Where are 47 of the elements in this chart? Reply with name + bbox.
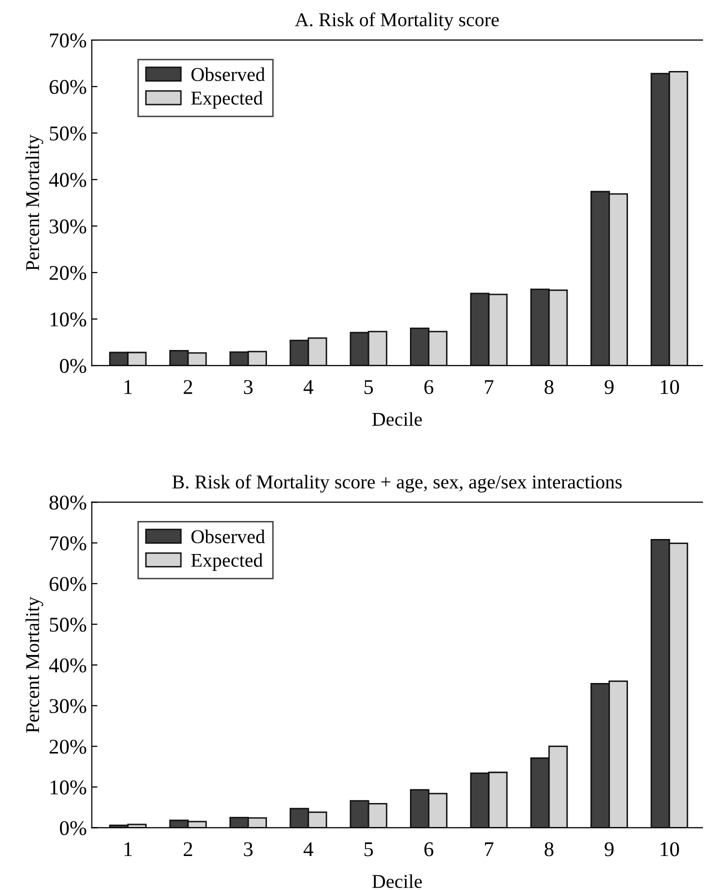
x-tick-label: 6: [424, 842, 434, 856]
y-tick-label: 50%: [50, 126, 86, 141]
legend-label: Expected: [191, 553, 263, 571]
y-tick-label: 70%: [50, 536, 86, 550]
x-tick-label: 7: [485, 842, 494, 856]
x-tick-label: 1: [124, 380, 132, 394]
y-tick-label: 10%: [50, 312, 86, 327]
x-tick-label: 2: [184, 380, 192, 394]
x-tick-label: 6: [424, 380, 434, 394]
y-axis-title: Percent Mortality: [25, 596, 44, 733]
x-tick-label: 4: [304, 380, 314, 394]
x-tick-label: 4: [304, 842, 314, 856]
x-axis-title: Decile: [372, 412, 422, 426]
x-tick-label: 3: [244, 380, 253, 394]
y-tick-label: 80%: [50, 496, 86, 510]
legend-label: Observed: [191, 530, 265, 544]
y-tick-label: 40%: [49, 658, 86, 672]
x-axis-title: Decile: [372, 874, 422, 888]
x-tick-label: 10: [660, 842, 679, 856]
y-tick-label: 50%: [50, 618, 86, 632]
y-tick-label: 20%: [50, 266, 86, 280]
y-axis-title: Percent Mortality: [25, 134, 44, 271]
y-tick-label: 40%: [49, 172, 86, 188]
y-tick-label: 0%: [60, 821, 86, 836]
x-tick-label: 9: [604, 842, 614, 856]
y-tick-label: 30%: [50, 219, 86, 234]
y-tick-label: 60%: [50, 576, 86, 592]
chart-title: A. Risk of Mortality score: [294, 12, 499, 30]
x-tick-label: 5: [364, 380, 373, 394]
x-tick-label: 9: [604, 380, 614, 394]
legend-label: Observed: [191, 67, 265, 82]
x-tick-label: 1: [124, 842, 132, 856]
legend-label: Expected: [191, 91, 263, 109]
x-tick-label: 2: [184, 842, 192, 856]
x-tick-label: 3: [244, 842, 253, 856]
x-tick-label: 5: [364, 842, 373, 856]
y-tick-label: 0%: [60, 358, 86, 374]
chart-title: B. Risk of Mortality score + age, sex, age/sex interactions: [172, 474, 622, 493]
y-tick-label: 70%: [50, 33, 86, 48]
y-tick-label: 10%: [50, 780, 86, 795]
y-tick-label: 60%: [50, 80, 86, 94]
x-tick-label: 8: [544, 842, 554, 856]
x-tick-label: 8: [544, 380, 554, 394]
y-tick-label: 20%: [50, 740, 86, 754]
y-tick-label: 30%: [50, 699, 86, 714]
x-tick-label: 10: [660, 380, 679, 394]
x-tick-label: 7: [485, 380, 494, 394]
